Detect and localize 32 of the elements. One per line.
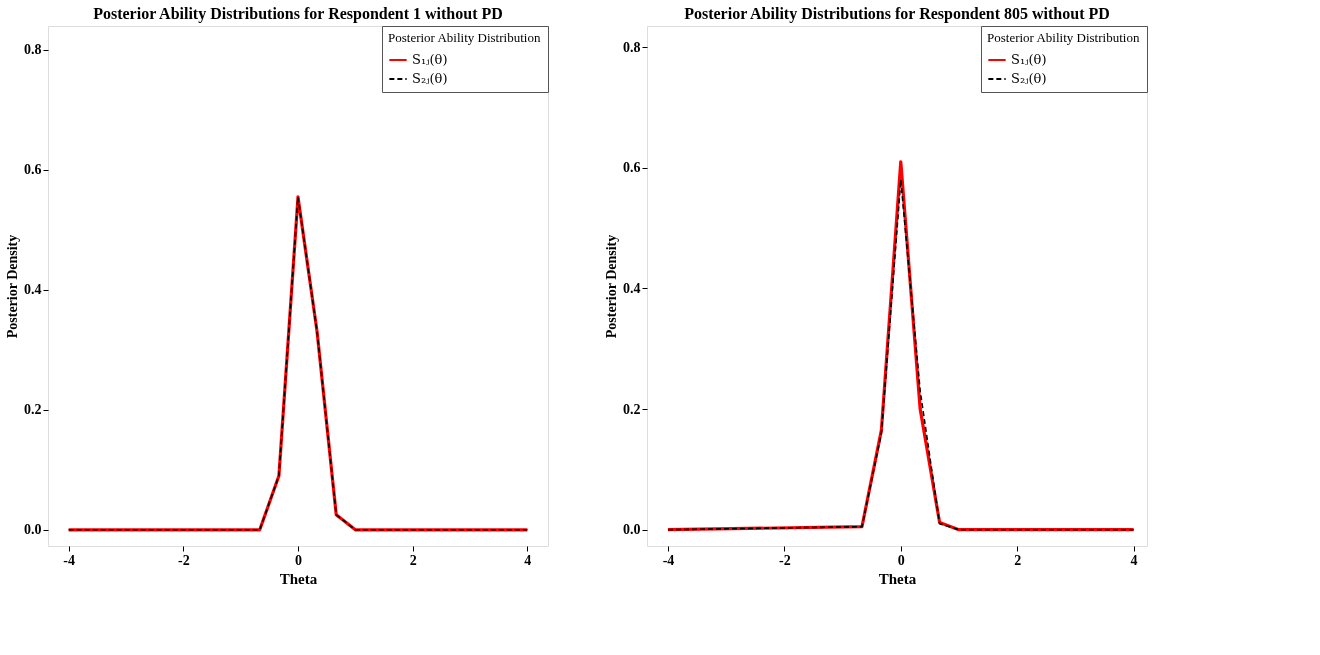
legend-title: Posterior Ability Distribution bbox=[388, 30, 541, 45]
y-tick-label: 0.6 bbox=[623, 160, 641, 176]
x-tick-label: 2 bbox=[1014, 552, 1022, 568]
y-tick-label: 0.8 bbox=[24, 42, 42, 58]
legend-label: S₁ⱼ(θ) bbox=[412, 52, 448, 67]
y-tick-label: 0.2 bbox=[24, 402, 42, 418]
legend-label: S₂ⱼ(θ) bbox=[412, 71, 448, 86]
y-tick-label: 0.0 bbox=[24, 522, 42, 538]
y-tick-label: 0.4 bbox=[623, 280, 641, 296]
chart-title: Posterior Ability Distributions for Respondent 805 without PD bbox=[684, 4, 1110, 23]
y-tick-label: 0.4 bbox=[24, 282, 42, 298]
legend-label: S₂ⱼ(θ) bbox=[1011, 71, 1047, 86]
legend-title: Posterior Ability Distribution bbox=[987, 30, 1140, 45]
x-tick-label: 0 bbox=[295, 552, 302, 568]
x-tick-label: 4 bbox=[524, 552, 532, 568]
x-tick-label: -2 bbox=[177, 552, 190, 568]
y-tick-label: 0.0 bbox=[623, 522, 641, 538]
legend-label: S₁ⱼ(θ) bbox=[1011, 52, 1047, 67]
y-tick-label: 0.8 bbox=[623, 39, 641, 55]
x-tick-label: 2 bbox=[409, 552, 417, 568]
y-tick-label: 0.6 bbox=[24, 162, 42, 178]
x-tick-label: -4 bbox=[662, 552, 675, 568]
x-axis-title: Theta bbox=[878, 570, 917, 587]
x-tick-label: -4 bbox=[63, 552, 75, 568]
y-tick-label: 0.2 bbox=[623, 401, 641, 417]
x-tick-label: 0 bbox=[897, 552, 905, 568]
y-axis-title: Posterior Density bbox=[5, 234, 20, 339]
x-tick-label: -2 bbox=[779, 552, 791, 568]
y-axis-title: Posterior Density bbox=[604, 234, 619, 339]
chart-title: Posterior Ability Distributions for Respondent 1 without PD bbox=[93, 4, 503, 23]
x-axis-title: Theta bbox=[279, 570, 318, 587]
x-tick-label: 4 bbox=[1130, 552, 1138, 568]
